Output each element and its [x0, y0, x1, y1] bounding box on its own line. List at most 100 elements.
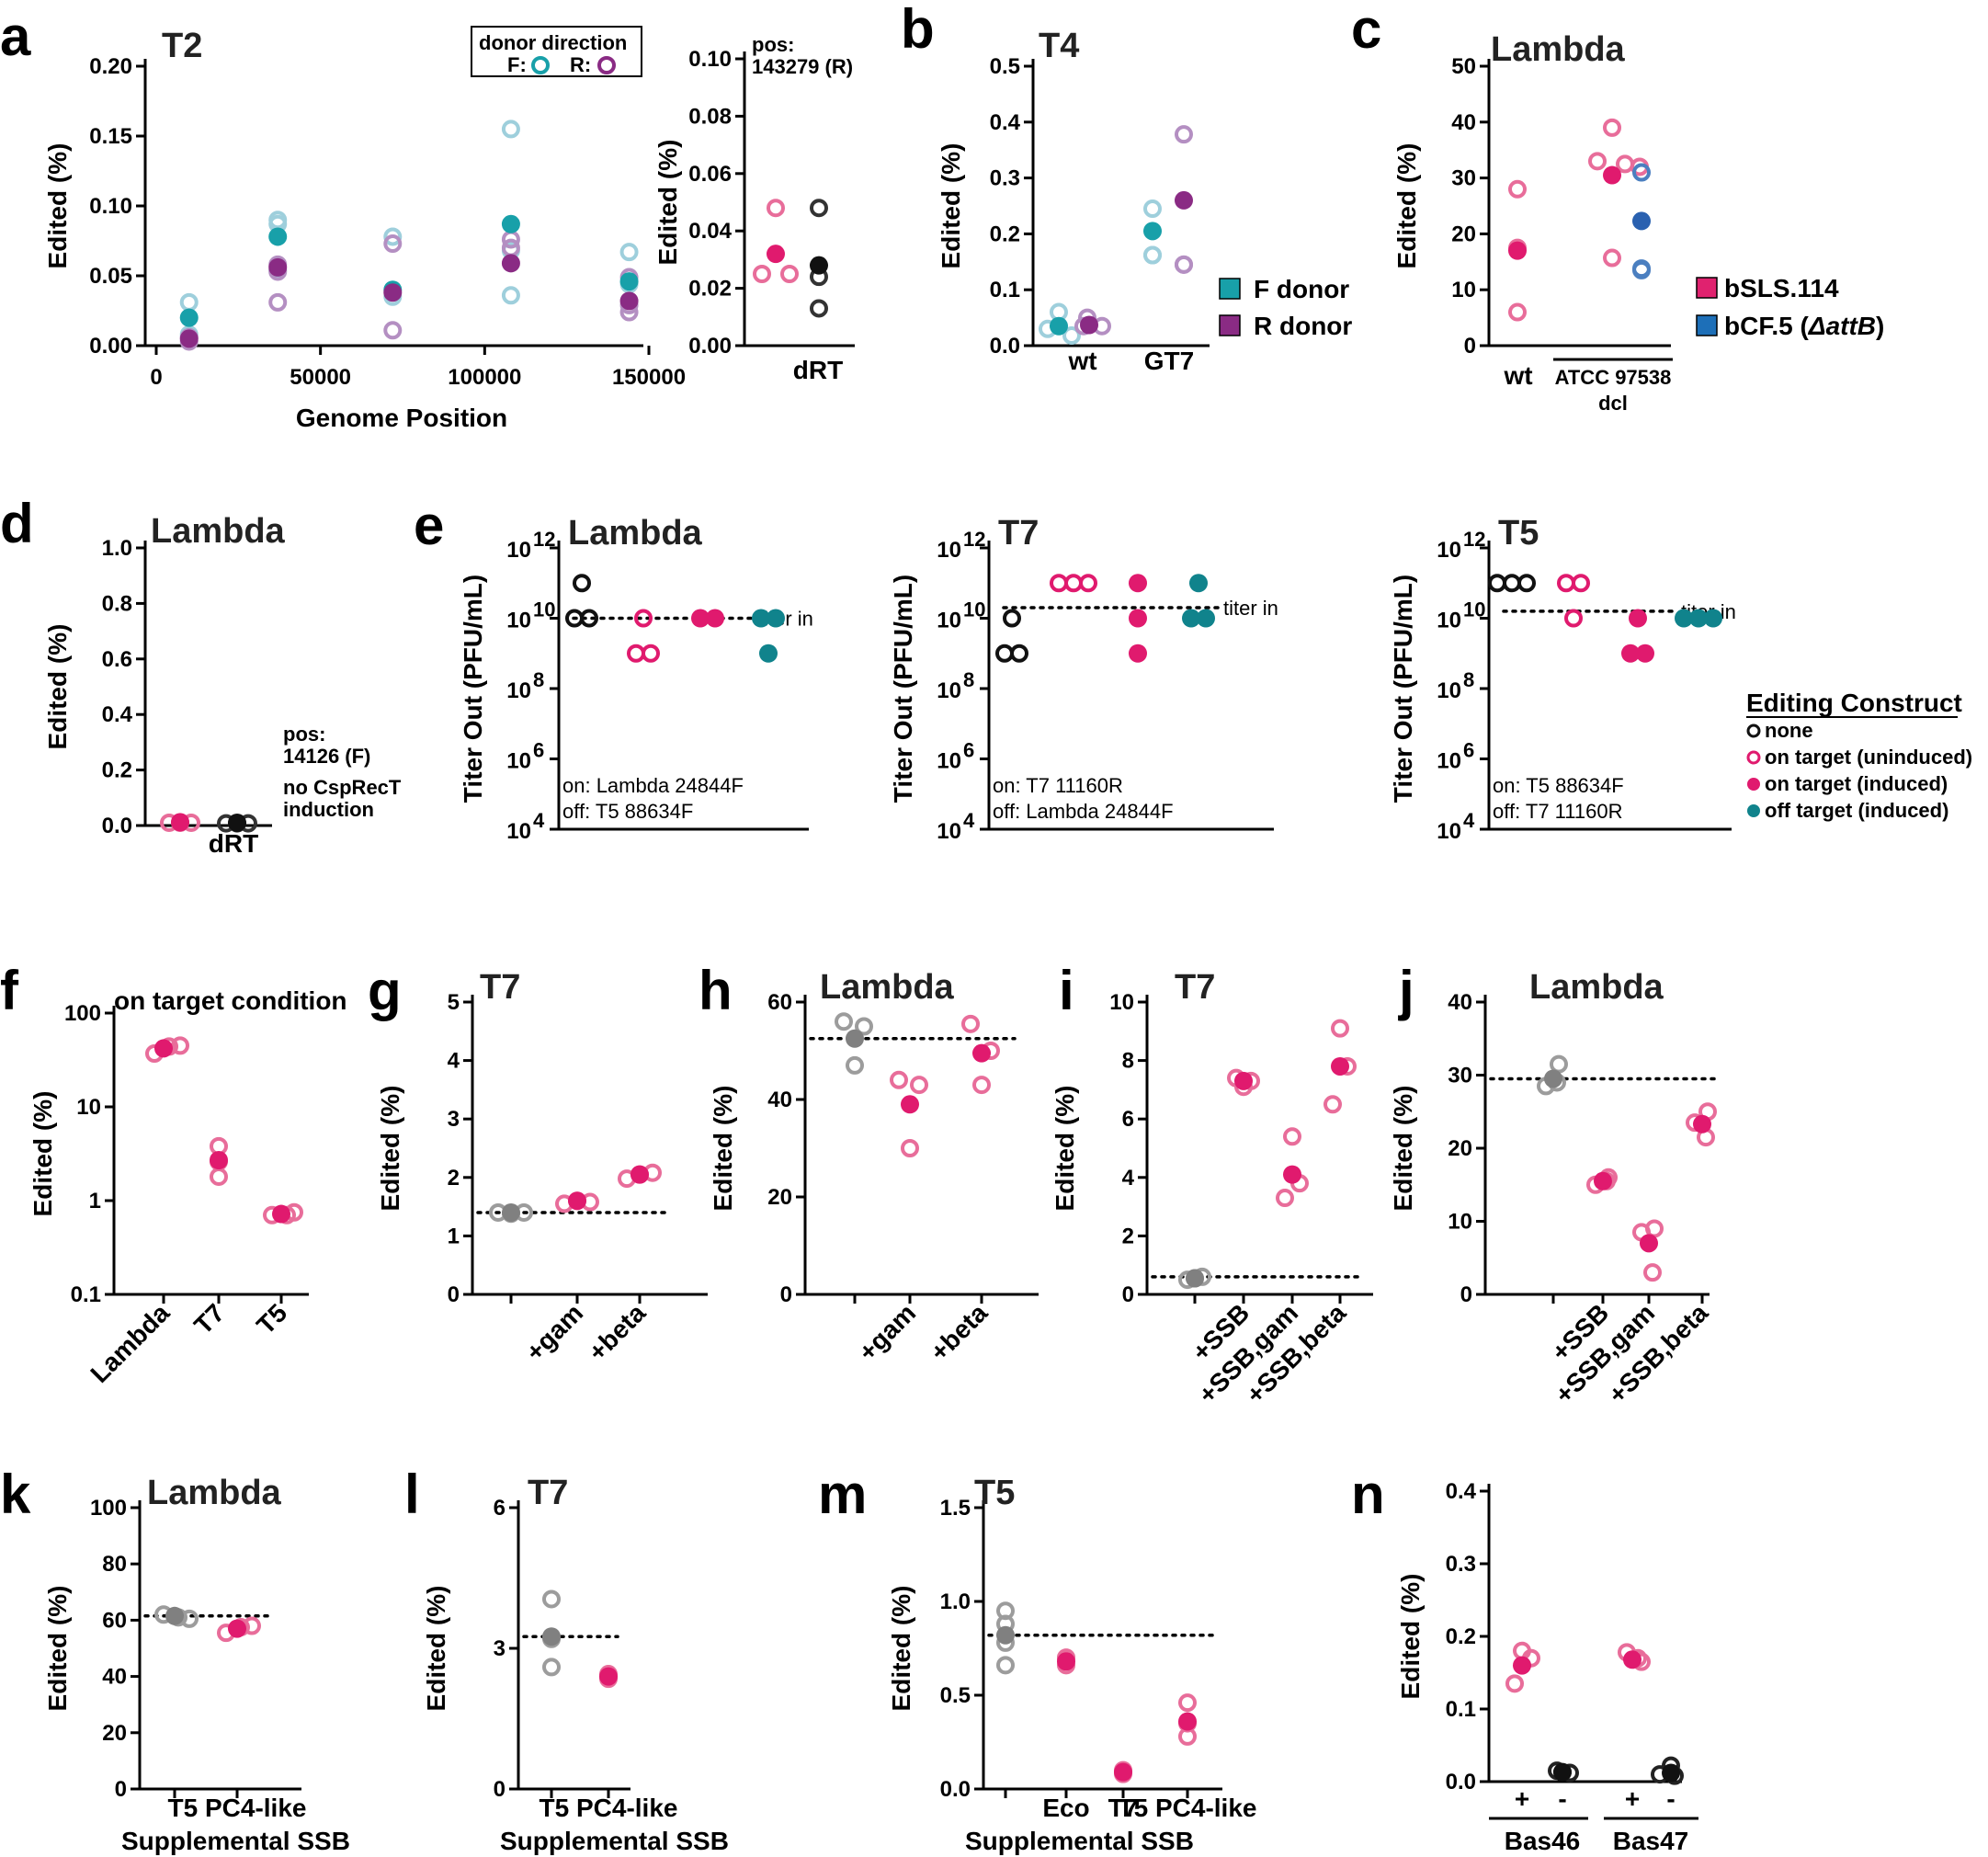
replicate-point — [1616, 154, 1634, 174]
annotation: off: Lambda 24844F — [993, 800, 1174, 823]
mean-point — [272, 1204, 290, 1224]
f-replicate-point — [1143, 245, 1162, 265]
x-category-label: GT7 — [1144, 347, 1194, 375]
chart-title: T7 — [998, 514, 1039, 553]
replicate-point — [1632, 260, 1651, 279]
y-axis-label: Edited (%) — [937, 143, 965, 269]
chart-title: T5 — [974, 1474, 1015, 1512]
replicate-point — [1603, 248, 1621, 268]
y-tick-label: 20 — [102, 1721, 127, 1746]
x-category-label: T5 PC4-like — [540, 1794, 678, 1822]
y-axis-label: Edited (%) — [653, 140, 682, 266]
r-mean-point — [1175, 190, 1193, 210]
annotation: 143279 (R) — [752, 55, 853, 78]
y-tick-label: 100 — [90, 1496, 127, 1521]
legend-bcf-part: ΔattB — [1808, 312, 1876, 340]
chart-title: Lambda — [820, 968, 955, 1007]
x-category-label: +gam — [853, 1298, 921, 1366]
legend-marker — [1747, 804, 1760, 817]
x-category-label: dRT — [793, 356, 843, 384]
panel-label: c — [1351, 0, 1381, 60]
y-tick-label: 0 — [780, 1282, 792, 1307]
x-category-label: Lambda — [85, 1298, 175, 1388]
y-tick-label: 0.5 — [990, 54, 1020, 79]
y-tick-label: 40 — [1451, 110, 1476, 135]
y-tick-label: 1 — [448, 1224, 460, 1248]
panel-label: d — [0, 493, 34, 554]
x-category-label: T7 — [188, 1298, 230, 1339]
y-tick-label: 0.10 — [89, 194, 132, 219]
legend-bcf-part: ) — [1876, 312, 1884, 340]
y-tick-label: 10 — [1437, 749, 1461, 774]
mean-point — [846, 1029, 864, 1048]
mean-point — [1544, 1069, 1562, 1088]
y-tick-label: 40 — [1448, 990, 1472, 1015]
y-tick-label: 10 — [1437, 609, 1461, 633]
y-tick-exponent: 6 — [963, 739, 974, 762]
chart-title: T4 — [1039, 27, 1079, 65]
y-tick-label: 0.6 — [102, 647, 132, 672]
panel-label: h — [699, 960, 733, 1021]
chart-title: on target condition — [114, 986, 347, 1015]
titer-point-none — [1003, 609, 1021, 628]
y-tick-label: 0.3 — [1446, 1552, 1476, 1577]
y-tick-label: 10 — [506, 749, 531, 774]
x-category-label: T7 — [1108, 1794, 1139, 1822]
titer-point-on-target-uninduced- — [1050, 574, 1068, 593]
mean-point — [1632, 211, 1651, 231]
y-tick-label: 1.0 — [940, 1589, 971, 1614]
y-tick-label: 1.0 — [102, 536, 132, 561]
replicate-point — [1550, 1054, 1568, 1074]
y-tick-label: 0 — [1122, 1282, 1134, 1307]
mean-point — [1603, 165, 1621, 185]
replicate-point — [1603, 118, 1621, 137]
mean-point — [1234, 1071, 1253, 1090]
legend-f-label: F: — [507, 53, 527, 76]
y-tick-label: 10 — [1451, 278, 1476, 302]
y-tick-label: 10 — [1109, 990, 1134, 1015]
y-tick-label: 0 — [1460, 1282, 1472, 1307]
legend-r-label: R donor — [1254, 312, 1352, 340]
y-axis-label: Titer Out (PFU/mL) — [459, 575, 487, 803]
y-axis-label: Edited (%) — [887, 1586, 915, 1712]
y-tick-label: 0.20 — [89, 54, 132, 79]
replicate-point — [996, 1656, 1015, 1675]
r-mean-point — [179, 329, 199, 348]
y-tick-label: 0.4 — [102, 702, 133, 727]
titer-point-none — [580, 609, 598, 628]
y-tick-exponent: 10 — [1463, 598, 1485, 621]
legend-marker — [1747, 778, 1760, 791]
y-tick-label: 40 — [102, 1665, 127, 1690]
panel-b: 0.0 0.1 0.2 0.3 0.4 0.5 Edited (%) T4 b wt GT7 F do… — [901, 0, 1352, 375]
panel-h: 0 20 40 60 Edited (%) Lambda h +gam +beta — [699, 960, 1039, 1367]
y-tick-exponent: 4 — [1463, 809, 1475, 832]
y-tick-label: 40 — [767, 1088, 792, 1112]
y-axis-label: Edited (%) — [422, 1586, 450, 1712]
legend-item-label: off target (induced) — [1765, 799, 1948, 822]
y-tick-label: 80 — [102, 1552, 127, 1577]
y-tick-label: 0.4 — [990, 110, 1021, 135]
y-tick-label: 0 — [494, 1777, 506, 1802]
titer-point-on-target-induced- — [691, 609, 710, 628]
mean-point — [568, 1191, 586, 1211]
y-tick-label: 1.5 — [940, 1496, 971, 1521]
panel-label: e — [414, 495, 444, 556]
x-tick-label: 0 — [150, 365, 162, 390]
y-tick-label: 3 — [448, 1107, 460, 1132]
titer-point-on-target-induced- — [1636, 644, 1654, 663]
y-tick-label: 0.06 — [688, 162, 732, 187]
y-tick-label: 5 — [448, 990, 460, 1015]
y-tick-label: 0.1 — [71, 1282, 101, 1307]
mean-point — [228, 1619, 246, 1638]
f-replicate-point — [383, 227, 403, 246]
y-tick-label: 10 — [506, 538, 531, 563]
legend-item-label: on target (uninduced) — [1765, 746, 1972, 769]
y-tick-label: 60 — [102, 1608, 127, 1633]
y-tick-label: 3 — [494, 1636, 506, 1661]
legend-bsls-label: bSLS.114 — [1724, 274, 1839, 302]
